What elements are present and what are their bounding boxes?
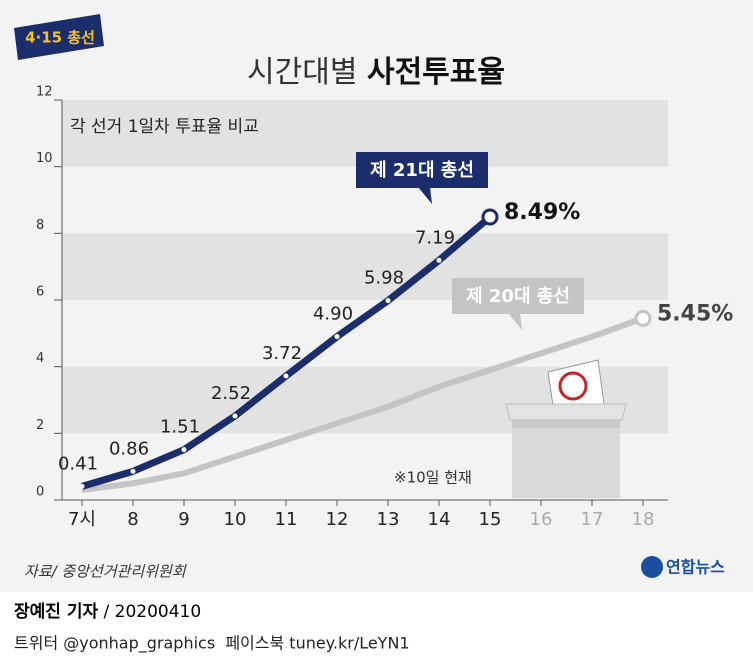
- x-tick-label: 18: [632, 509, 655, 530]
- y-tick-label: 6: [36, 285, 44, 300]
- byline: 장예진 기자 / 20200410: [14, 602, 201, 622]
- legend-label: 제 21대 총선: [370, 160, 474, 181]
- point: [283, 373, 289, 379]
- subtitle: 각 선거 1일차 투표율 비교: [70, 117, 259, 137]
- x-tick-label: 9: [178, 509, 189, 530]
- x-tick-label: 17: [581, 509, 604, 530]
- author: 장예진 기자: [14, 602, 98, 622]
- x-tick-label: 16: [530, 509, 553, 530]
- legend-pointer: [418, 187, 432, 204]
- point: [481, 208, 499, 226]
- badge-bg: [14, 14, 104, 60]
- value-label: 1.51: [160, 417, 200, 438]
- x-tick-label: 8: [127, 509, 138, 530]
- source: 자료/ 중앙선거관리위원회: [24, 563, 187, 581]
- legend-pointer: [508, 313, 522, 330]
- value-label: 4.90: [313, 304, 353, 325]
- point: [79, 483, 85, 489]
- note: ※10일 현재: [394, 469, 472, 487]
- title-light: 시간대별: [247, 55, 357, 90]
- value-label: 0.86: [109, 438, 149, 459]
- social: 트위터 @yonhap_graphics 페이스북 tuney.kr/LeYN1: [14, 634, 410, 654]
- value-label: 0.41: [58, 453, 98, 474]
- y-tick-label: 0: [36, 485, 44, 500]
- legend-box: [452, 278, 584, 314]
- x-tick-label: 11: [275, 509, 298, 530]
- date: / 20200410: [104, 602, 202, 622]
- title: 시간대별 사전투표율: [247, 55, 505, 90]
- legend-label: 제 20대 총선: [466, 286, 570, 307]
- logo-icon: [641, 556, 663, 578]
- x-tick-label: 12: [326, 509, 349, 530]
- value-label: 5.45%: [657, 301, 733, 326]
- point: [634, 309, 652, 327]
- y-tick-label: 8: [36, 218, 44, 233]
- value-label: 3.72: [262, 343, 302, 364]
- x-tick-label: 7시: [68, 509, 96, 530]
- point: [130, 468, 136, 474]
- x-tick-label: 13: [377, 509, 400, 530]
- y-tick-label: 4: [36, 351, 44, 366]
- value-label: 2.52: [211, 383, 251, 404]
- x-tick-label: 14: [428, 509, 451, 530]
- value-label: 7.19: [415, 227, 455, 248]
- x-tick-label: 15: [479, 509, 502, 530]
- badge: 4·15 총선: [25, 29, 95, 47]
- point: [436, 257, 442, 263]
- point: [232, 413, 238, 419]
- y-tick-label: 12: [36, 85, 53, 100]
- point: [181, 447, 187, 453]
- value-label: 5.98: [364, 268, 404, 289]
- legend-box: [356, 152, 488, 188]
- title-bold: 사전투표율: [367, 55, 505, 90]
- x-tick-label: 10: [224, 509, 247, 530]
- point: [334, 334, 340, 340]
- y-tick-label: 10: [36, 151, 53, 166]
- value-label: 8.49%: [504, 200, 580, 225]
- point: [385, 298, 391, 304]
- logo: 연합뉴스: [666, 558, 725, 577]
- y-tick-label: 2: [36, 418, 44, 433]
- ballot-box: [505, 359, 627, 498]
- series-line: [81, 315, 645, 493]
